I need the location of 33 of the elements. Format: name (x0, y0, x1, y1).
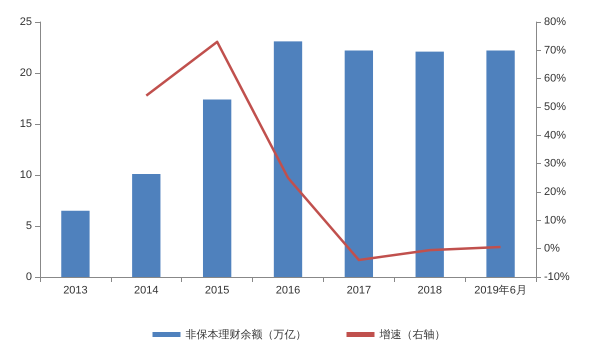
y-tick-label: 25 (20, 16, 32, 28)
y2-tick-label: 70% (544, 44, 566, 56)
y2-tick-label: 20% (544, 186, 566, 198)
x-tick-label: 2016 (276, 284, 300, 296)
y-tick-label: 15 (20, 118, 32, 130)
y-tick-label: 10 (20, 169, 32, 181)
x-tick-label: 2018 (417, 284, 442, 296)
y2-tick-label: 10% (544, 214, 566, 226)
legend-label: 增速（右轴） (378, 328, 446, 341)
bar (202, 100, 232, 277)
line-series (145, 40, 502, 262)
x-tick-label: 2019年6月 (474, 284, 527, 296)
y2-tick-label: 30% (544, 158, 566, 170)
y-tick-label: 0 (26, 271, 32, 283)
x-tick-label: 2014 (134, 284, 159, 296)
y2-tick-label: 60% (544, 72, 566, 85)
bar (416, 52, 444, 277)
y2-tick-label: 0% (544, 242, 560, 255)
x-tick-label: 2013 (63, 284, 88, 296)
bar (274, 41, 302, 277)
y2-tick-label: 80% (544, 16, 566, 28)
x-tick-label: 2017 (346, 284, 372, 296)
bar (132, 174, 160, 277)
y2-tick-label: 40% (544, 129, 566, 142)
bar (486, 50, 515, 277)
legend-label: 非保本理财余额（万亿） (186, 328, 306, 341)
bar (61, 210, 90, 277)
x-tick-label: 2015 (204, 284, 230, 296)
y-tick-label: 20 (20, 67, 32, 79)
bar (344, 50, 374, 277)
y2-tick-label: -10% (544, 271, 570, 283)
y2-tick-label: 50% (544, 101, 566, 113)
y-tick-label: 5 (26, 220, 32, 232)
